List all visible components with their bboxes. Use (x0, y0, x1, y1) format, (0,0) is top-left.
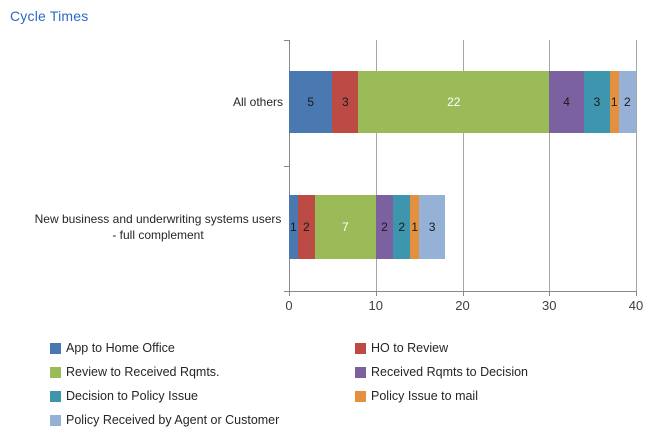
data-label: 3 (428, 220, 436, 234)
bar-segment: 22 (358, 71, 550, 133)
legend-marker-icon (355, 390, 366, 402)
data-label: 7 (342, 220, 349, 234)
bar-segment: 4 (549, 71, 584, 133)
legend-item: Review to Received Rqmts. (50, 365, 220, 379)
data-label: 2 (303, 220, 310, 234)
gridline (462, 40, 464, 291)
legend-marker-icon (355, 366, 366, 378)
category-label: All others (232, 95, 283, 109)
category-axis-tick (284, 291, 289, 292)
chart-title: Cycle Times (10, 8, 89, 24)
bar-segment: 5 (289, 71, 333, 133)
bar-segment: 2 (375, 195, 394, 259)
gridline (549, 40, 551, 291)
bar-segment: 2 (297, 195, 316, 259)
legend-marker-icon (50, 342, 61, 354)
x-axis-tick (462, 291, 464, 296)
legend-item: Policy Issue to mail (355, 389, 478, 403)
data-label: 22 (447, 95, 461, 109)
x-axis-tick-label: 10 (368, 298, 383, 313)
x-axis-tick-label: 30 (542, 298, 557, 313)
legend-label: App to Home Office (66, 341, 175, 355)
legend-item: Received Rqmts to Decision (355, 365, 528, 379)
category-axis-tick (284, 166, 289, 167)
x-axis-tick-label: 40 (628, 298, 644, 313)
data-label: 1 (411, 220, 419, 234)
legend-marker-icon (50, 366, 61, 378)
bar-segment: 3 (419, 195, 446, 259)
x-axis-tick (375, 291, 377, 296)
legend-marker-icon (50, 390, 61, 402)
data-label: 3 (342, 95, 349, 109)
plot-area: 5 3 22 4 3 1 2 1 2 7 2 2 1 3 (284, 40, 637, 292)
x-axis-tick (289, 291, 290, 296)
bar-segment: 2 (393, 195, 411, 259)
legend-marker-icon (355, 342, 366, 354)
bar-segment: 7 (315, 195, 376, 259)
data-label: 2 (623, 95, 631, 109)
data-label: 2 (381, 220, 388, 234)
category-axis-tick (284, 40, 289, 41)
bar-segment: 3 (583, 71, 610, 133)
legend-item: Policy Received by Agent or Customer (50, 413, 279, 427)
legend-item: HO to Review (355, 341, 448, 355)
legend-marker-icon (50, 414, 61, 426)
x-axis-tick (549, 291, 551, 296)
data-label: 2 (398, 220, 406, 234)
legend-label: Review to Received Rqmts. (66, 365, 220, 379)
data-label: 1 (289, 220, 297, 234)
bar-segment: 1 (289, 195, 298, 259)
legend-label: Received Rqmts to Decision (371, 365, 529, 379)
legend-label: Policy Issue to mail (371, 389, 478, 403)
data-label: 3 (593, 95, 601, 109)
gridline (375, 40, 377, 291)
stacked-bar: 5 3 22 4 3 1 2 (289, 71, 636, 133)
bar-segment: 3 (332, 71, 359, 133)
x-axis-tick-label: 20 (455, 298, 470, 313)
legend-label: Decision to Policy Issue (66, 389, 199, 403)
y-axis-line (289, 40, 290, 291)
data-label: 1 (610, 95, 618, 109)
data-label: 4 (563, 95, 570, 109)
legend-label: HO to Review (371, 341, 449, 355)
data-label: 5 (307, 95, 315, 109)
x-axis-tick (636, 291, 637, 296)
legend-label: Policy Received by Agent or Customer (66, 413, 280, 427)
gridline (636, 40, 637, 291)
bar-segment: 2 (618, 71, 636, 133)
category-label: New business and underwriting systems us… (34, 212, 282, 242)
x-axis-tick-label: 0 (285, 298, 293, 313)
legend-item: Decision to Policy Issue (50, 389, 198, 403)
bar-segment: 1 (609, 71, 619, 133)
legend-item: App to Home Office (50, 341, 175, 355)
bar-segment: 1 (410, 195, 420, 259)
